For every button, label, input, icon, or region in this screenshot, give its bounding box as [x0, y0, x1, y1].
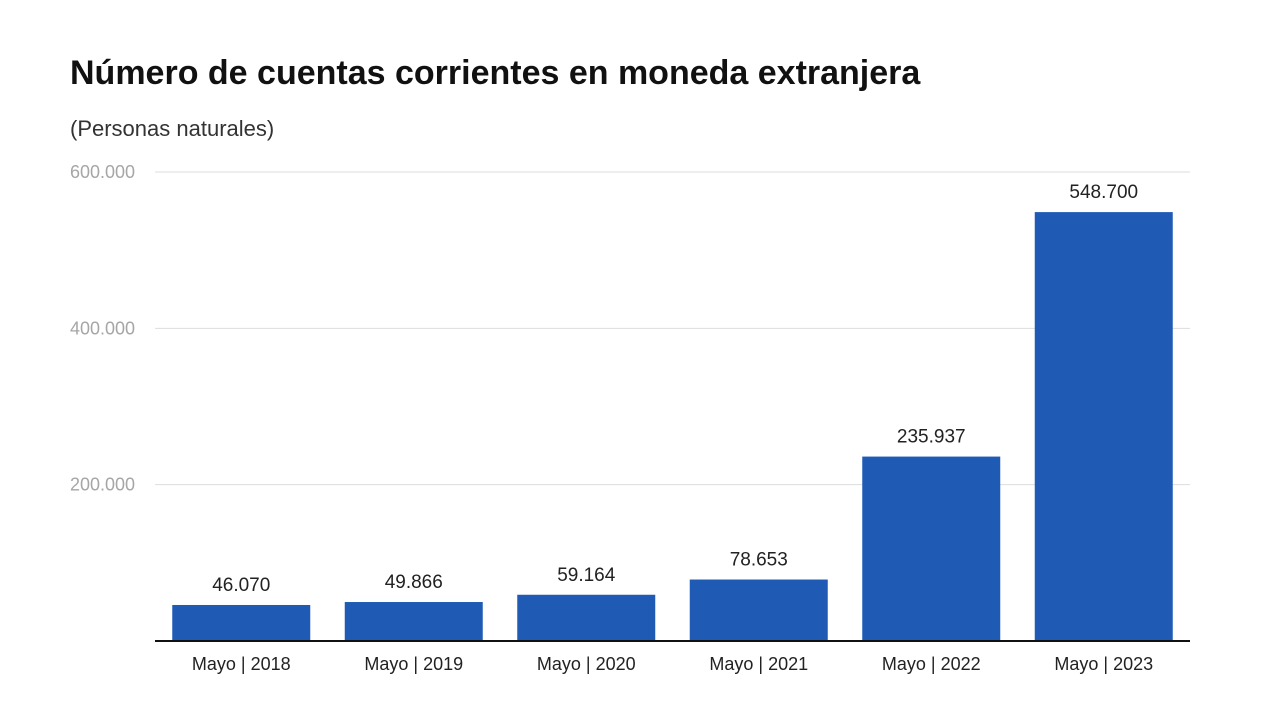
data-label: 235.937: [897, 427, 966, 448]
x-tick-label: Mayo | 2023: [1054, 654, 1153, 674]
x-tick-label: Mayo | 2020: [537, 654, 636, 674]
data-label: 78.653: [730, 550, 788, 571]
chart-title: Número de cuentas corrientes en moneda e…: [70, 54, 921, 92]
y-tick-label: 600.000: [70, 162, 135, 182]
bar: [517, 594, 656, 641]
chart-subtitle: (Personas naturales): [70, 116, 275, 141]
bar: [344, 602, 483, 641]
data-label: 59.164: [557, 565, 616, 586]
x-tick-label: Mayo | 2019: [364, 654, 463, 674]
x-tick-label: Mayo | 2021: [709, 654, 808, 674]
x-tick-label: Mayo | 2022: [882, 654, 981, 674]
data-label: 49.866: [385, 572, 443, 593]
x-tick-label: Mayo | 2018: [192, 654, 291, 674]
y-tick-label: 200.000: [70, 475, 135, 495]
bar: [862, 456, 1001, 641]
data-label: 548.700: [1069, 182, 1138, 203]
y-tick-label: 400.000: [70, 318, 135, 338]
data-label: 46.070: [212, 575, 270, 596]
bar: [1034, 212, 1173, 642]
bar: [689, 579, 828, 641]
bar: [172, 604, 311, 641]
